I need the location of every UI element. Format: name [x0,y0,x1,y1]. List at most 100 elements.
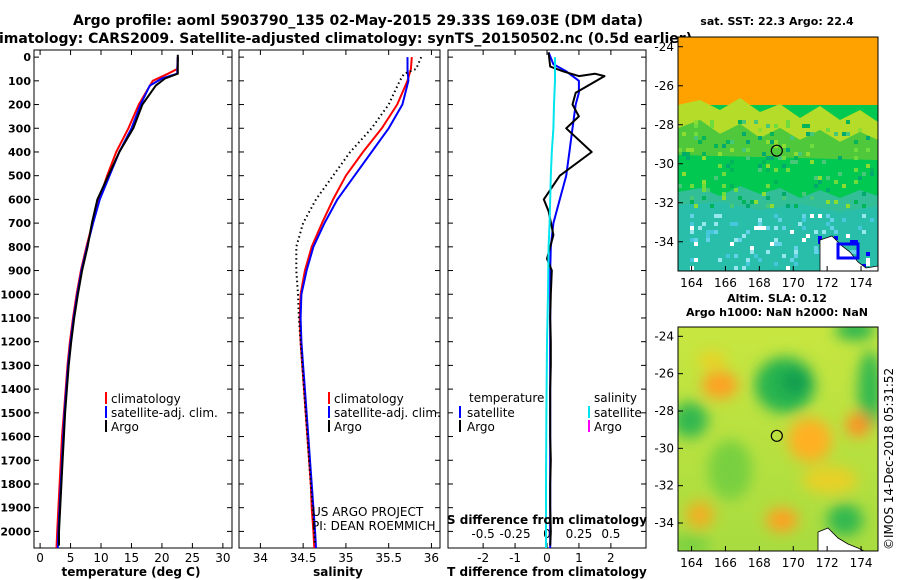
x-tick-label: 25 [185,551,200,565]
x-tick-label: 0 [543,551,551,565]
sst-pixel [726,254,730,258]
sst-pixel [870,218,874,222]
sst-pixel [686,152,690,156]
sst-pixel [758,164,762,168]
x-tick-label: -2 [477,551,489,565]
sst-pixel [706,230,710,234]
sst-pixel [734,222,738,226]
lon-tick-label: 166 [714,556,737,570]
x-tick-label: 36 [424,551,439,565]
sst-pixel [814,184,818,188]
sst-pixel [806,152,810,156]
sst-pixel [746,204,750,208]
depth-tick-label: 200 [8,99,31,112]
series-temperature-argo [542,52,606,546]
depth-tick-label: 800 [8,241,31,254]
x-tick-label: 1 [575,551,583,565]
sst-pixel [794,250,798,254]
sst-pixel [778,218,782,222]
sst-pixel [802,218,806,222]
sst-pixel [838,172,842,176]
sst-pixel [826,200,830,204]
sst-pixel [746,140,750,144]
sst-pixel [734,238,738,242]
sst-pixel [694,124,698,128]
sst-pixel [862,230,866,234]
lon-tick-label: 170 [782,276,805,290]
sst-pixel [714,176,718,180]
sst-pixel [794,262,798,266]
sst-pixel [798,222,802,226]
sst-pixel [830,226,834,230]
sst-pixel [798,152,802,156]
sst-pixel [778,156,782,160]
credit-pi: PI: DEAN ROEMMICH [312,519,435,533]
difference-depth-ticks [448,56,646,532]
sst-pixel [834,230,838,234]
sst-pixel [718,164,722,168]
sst-pixel [786,266,790,270]
sst-pixel [682,172,686,176]
sst-pixel [794,204,798,208]
sst-pixel [834,200,838,204]
legend-satellite: satellite-adj. clim. [334,406,441,420]
sst-pixel [710,230,714,234]
sst-pixel [714,144,718,148]
depth-tick-label: 100 [8,75,31,88]
sst-pixel [770,156,774,160]
sst-pixel [702,136,706,140]
sla-longitude-axis: 164 166 168 170 172 174 [680,546,873,570]
sst-pixel [826,188,830,192]
lat-tick-label: -30 [654,441,674,455]
sst-pixel [790,258,794,262]
sst-pixel [870,168,874,172]
s-tick-label: -0.25 [500,527,531,541]
sst-pixel [786,168,790,172]
sst-pixel [782,196,786,200]
sst-pixel [766,168,770,172]
depth-tick-label: 1100 [0,312,31,325]
sst-pixel [782,144,786,148]
sst-pixel [690,230,694,234]
x-tick-label: -1 [509,551,521,565]
difference-series [542,52,606,548]
sst-pixel [866,164,870,168]
sst-pixel [730,242,734,246]
sst-pixel [854,250,858,254]
sst-pixel [822,230,826,234]
sst-pixel [742,120,746,124]
lat-tick-label: -28 [654,404,674,418]
sst-pixel [706,238,710,242]
legend-salinity-header: salinity [594,391,637,405]
sst-pixel [870,172,874,176]
sst-pixel [794,246,798,250]
sst-pixel [742,200,746,204]
sst-pixel [834,180,838,184]
sst-pixel [774,124,778,128]
lat-tick-label: -32 [654,196,674,210]
legend-s-argo: Argo [594,420,622,434]
sst-field [678,37,878,271]
sst-pixel [782,192,786,196]
sst-pixel [726,164,730,168]
figure-title-line2: Climatology: CARS2009. Satellite-adjuste… [0,31,692,47]
sla-latitude-axis: -24 -26 -28 -30 -32 -34 [654,329,683,530]
depth-tick-label: 1000 [0,288,31,301]
depth-axis: 0 100 200 300 400 500 600 700 800 900 1000 1100 1200… [0,51,232,538]
sst-pixel [770,140,774,144]
sst-pixel [698,140,702,144]
sst-pixel [754,254,758,258]
sst-pixel [710,204,714,208]
series-climatology [55,57,179,549]
depth-tick-label: 1400 [0,383,31,396]
sst-pixel [854,156,858,160]
sst-pixel [810,132,814,136]
x-tick-label: 35.5 [375,551,402,565]
sst-pixel [758,168,762,172]
depth-tick-label: 400 [8,146,31,159]
sst-pixel [794,254,798,258]
sst-pixel [850,250,854,254]
sst-map-title: sat. SST: 22.3 Argo: 22.4 [700,15,854,28]
sst-pixel [746,262,750,266]
